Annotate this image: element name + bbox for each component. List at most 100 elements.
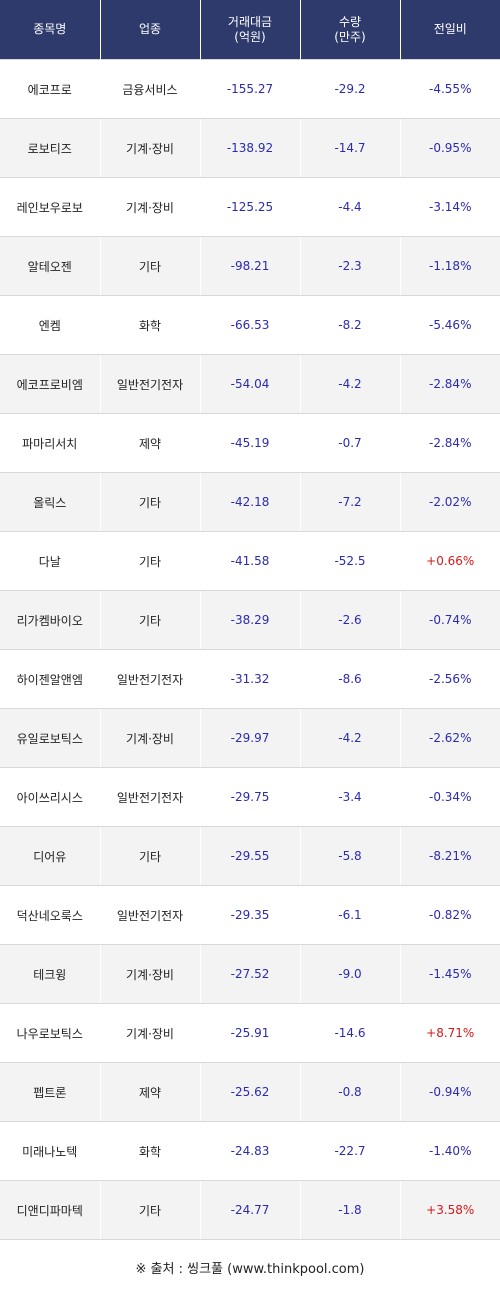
amount-cell: -24.77 <box>200 1180 301 1240</box>
header-amount-line2: (억원) <box>234 29 266 44</box>
sector-cell: 기타 <box>100 236 201 296</box>
sector-cell: 기타 <box>100 590 201 650</box>
sector-cell: 일반전기전자 <box>100 354 201 414</box>
change-cell: -3.14% <box>400 177 500 237</box>
sector-cell: 제약 <box>100 1062 201 1122</box>
sector-cell: 기계·장비 <box>100 118 201 178</box>
stock-name-cell: 하이젠알앤엠 <box>0 649 101 709</box>
sector-cell: 기타 <box>100 531 201 591</box>
change-cell: -0.82% <box>400 885 500 945</box>
amount-cell: -25.62 <box>200 1062 301 1122</box>
table-row: 펩트론 제약 -25.62 -0.8 -0.94% <box>0 1062 500 1122</box>
stock-name-cell: 유일로보틱스 <box>0 708 101 768</box>
change-cell: -1.18% <box>400 236 500 296</box>
change-cell: -4.55% <box>400 59 500 119</box>
amount-cell: -31.32 <box>200 649 301 709</box>
stock-name-cell: 올릭스 <box>0 472 101 532</box>
stock-name-cell: 덕산네오룩스 <box>0 885 101 945</box>
table-row: 올릭스 기타 -42.18 -7.2 -2.02% <box>0 472 500 532</box>
amount-cell: -29.55 <box>200 826 301 886</box>
table-row: 에코프로 금융서비스 -155.27 -29.2 -4.55% <box>0 59 500 119</box>
stock-name-cell: 펩트론 <box>0 1062 101 1122</box>
amount-cell: -24.83 <box>200 1121 301 1181</box>
amount-cell: -29.35 <box>200 885 301 945</box>
change-cell: -8.21% <box>400 826 500 886</box>
header-volume-line2: (만주) <box>334 29 366 44</box>
change-cell: -0.95% <box>400 118 500 178</box>
table-row: 아이쓰리시스 일반전기전자 -29.75 -3.4 -0.34% <box>0 767 500 827</box>
amount-cell: -29.97 <box>200 708 301 768</box>
change-cell: +8.71% <box>400 1003 500 1063</box>
volume-cell: -29.2 <box>300 59 401 119</box>
volume-cell: -2.6 <box>300 590 401 650</box>
stock-name-cell: 레인보우로보 <box>0 177 101 237</box>
table-row: 에코프로비엠 일반전기전자 -54.04 -4.2 -2.84% <box>0 354 500 414</box>
amount-cell: -66.53 <box>200 295 301 355</box>
volume-cell: -3.4 <box>300 767 401 827</box>
volume-cell: -0.7 <box>300 413 401 473</box>
volume-cell: -2.3 <box>300 236 401 296</box>
change-cell: +3.58% <box>400 1180 500 1240</box>
amount-cell: -27.52 <box>200 944 301 1004</box>
volume-cell: -4.4 <box>300 177 401 237</box>
change-cell: -5.46% <box>400 295 500 355</box>
volume-cell: -7.2 <box>300 472 401 532</box>
header-amount-line1: 거래대금 <box>227 14 273 29</box>
sector-cell: 일반전기전자 <box>100 885 201 945</box>
stock-name-cell: 로보티즈 <box>0 118 101 178</box>
stock-name-cell: 디앤디파마텍 <box>0 1180 101 1240</box>
stock-name-cell: 엔켐 <box>0 295 101 355</box>
source-note: ※ 출처 : 씽크풀 (www.thinkpool.com) <box>135 1262 365 1277</box>
volume-cell: -8.2 <box>300 295 401 355</box>
volume-cell: -14.6 <box>300 1003 401 1063</box>
stock-name-cell: 나우로보틱스 <box>0 1003 101 1063</box>
sector-cell: 기타 <box>100 826 201 886</box>
change-cell: +0.66% <box>400 531 500 591</box>
sector-cell: 화학 <box>100 295 201 355</box>
table-row: 레인보우로보 기계·장비 -125.25 -4.4 -3.14% <box>0 177 500 237</box>
volume-cell: -8.6 <box>300 649 401 709</box>
sector-cell: 기타 <box>100 472 201 532</box>
change-cell: -2.02% <box>400 472 500 532</box>
sector-cell: 일반전기전자 <box>100 649 201 709</box>
volume-cell: -22.7 <box>300 1121 401 1181</box>
table-row: 파마리서치 제약 -45.19 -0.7 -2.84% <box>0 413 500 473</box>
amount-cell: -25.91 <box>200 1003 301 1063</box>
sector-cell: 기계·장비 <box>100 708 201 768</box>
table-row: 리가켐바이오 기타 -38.29 -2.6 -0.74% <box>0 590 500 650</box>
volume-cell: -6.1 <box>300 885 401 945</box>
amount-cell: -45.19 <box>200 413 301 473</box>
sector-cell: 기타 <box>100 1180 201 1240</box>
change-cell: -2.56% <box>400 649 500 709</box>
amount-cell: -41.58 <box>200 531 301 591</box>
stock-name-cell: 테크윙 <box>0 944 101 1004</box>
amount-cell: -155.27 <box>200 59 301 119</box>
amount-cell: -98.21 <box>200 236 301 296</box>
volume-cell: -52.5 <box>300 531 401 591</box>
table-row: 디앤디파마텍 기타 -24.77 -1.8 +3.58% <box>0 1180 500 1240</box>
change-cell: -2.84% <box>400 413 500 473</box>
sector-cell: 기계·장비 <box>100 177 201 237</box>
change-cell: -1.45% <box>400 944 500 1004</box>
amount-cell: -138.92 <box>200 118 301 178</box>
header-name: 종목명 <box>0 0 101 60</box>
sector-cell: 금융서비스 <box>100 59 201 119</box>
table-row: 테크윙 기계·장비 -27.52 -9.0 -1.45% <box>0 944 500 1004</box>
amount-cell: -54.04 <box>200 354 301 414</box>
header-volume: 수량 (만주) <box>300 0 401 60</box>
amount-cell: -42.18 <box>200 472 301 532</box>
header-volume-line1: 수량 <box>338 14 362 29</box>
sector-cell: 일반전기전자 <box>100 767 201 827</box>
change-cell: -2.84% <box>400 354 500 414</box>
header-change: 전일비 <box>400 0 500 60</box>
stock-name-cell: 디어유 <box>0 826 101 886</box>
stock-name-cell: 알테오젠 <box>0 236 101 296</box>
change-cell: -0.34% <box>400 767 500 827</box>
table-row: 나우로보틱스 기계·장비 -25.91 -14.6 +8.71% <box>0 1003 500 1063</box>
volume-cell: -4.2 <box>300 708 401 768</box>
volume-cell: -9.0 <box>300 944 401 1004</box>
volume-cell: -0.8 <box>300 1062 401 1122</box>
change-cell: -2.62% <box>400 708 500 768</box>
amount-cell: -29.75 <box>200 767 301 827</box>
stock-name-cell: 미래나노텍 <box>0 1121 101 1181</box>
